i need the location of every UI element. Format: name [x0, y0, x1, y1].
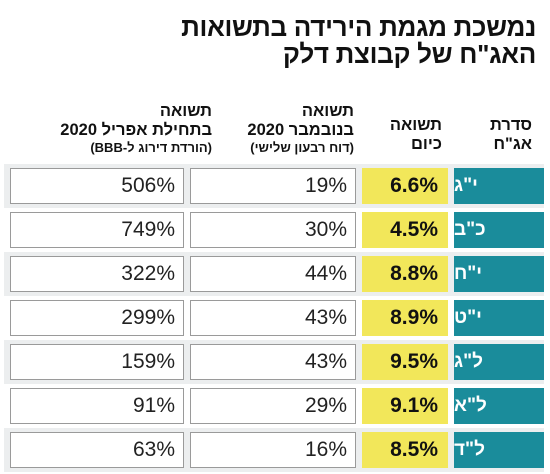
- table-row: י"ג 6.6% 19% 506%: [4, 164, 544, 208]
- table-header: סדרת אג"ח תשואה כיום תשואה בנובמבר 2020 …: [0, 92, 550, 164]
- today-yield-cell: 9.1%: [362, 388, 448, 424]
- today-yield-cell: 8.8%: [362, 256, 448, 292]
- table-row: י"ט 8.9% 43% 299%: [4, 296, 544, 340]
- today-yield-cell: 4.5%: [362, 212, 448, 248]
- title-line-2: האג"ח של קבוצת דלק: [282, 39, 536, 69]
- header-april-note: (הורדת דירוג ל-BBB): [90, 140, 212, 155]
- april-yield-cell: 749%: [10, 212, 184, 248]
- series-cell: ל"א: [454, 388, 544, 424]
- header-today: תשואה כיום: [362, 116, 442, 154]
- header-april: תשואה בתחילת אפריל 2020 (הורדת דירוג ל-B…: [16, 102, 212, 156]
- header-series-line-2: אג"ח: [493, 135, 532, 153]
- november-yield-cell: 43%: [190, 300, 356, 336]
- april-yield-cell: 322%: [10, 256, 184, 292]
- series-cell: כ"ב: [454, 212, 544, 248]
- series-cell: י"ג: [454, 168, 544, 204]
- header-november-note: (דוח רבעון שלישי): [250, 140, 354, 155]
- title-line-1: נמשכת מגמת הירידה בתשואות: [181, 12, 536, 42]
- header-today-line-2: כיום: [411, 135, 442, 153]
- april-yield-cell: 63%: [10, 432, 184, 468]
- april-yield-cell: 159%: [10, 344, 184, 380]
- series-cell: ל"ד: [454, 432, 544, 468]
- april-yield-cell: 506%: [10, 168, 184, 204]
- november-yield-cell: 16%: [190, 432, 356, 468]
- april-yield-cell: 299%: [10, 300, 184, 336]
- header-november-line-1: תשואה: [301, 102, 354, 120]
- november-yield-cell: 19%: [190, 168, 356, 204]
- table-row: י"ח 8.8% 44% 322%: [4, 252, 544, 296]
- header-april-line-2: בתחילת אפריל 2020: [60, 121, 212, 139]
- november-yield-cell: 29%: [190, 388, 356, 424]
- header-today-line-1: תשואה: [389, 116, 442, 134]
- november-yield-cell: 44%: [190, 256, 356, 292]
- header-april-line-1: תשואה: [159, 102, 212, 120]
- header-november: תשואה בנובמבר 2020 (דוח רבעון שלישי): [194, 102, 354, 156]
- table-row: ל"ד 8.5% 16% 63%: [4, 428, 544, 472]
- today-yield-cell: 9.5%: [362, 344, 448, 380]
- page-title: נמשכת מגמת הירידה בתשואות האג"ח של קבוצת…: [16, 14, 536, 68]
- table-row: ל"א 9.1% 29% 91%: [4, 384, 544, 428]
- november-yield-cell: 30%: [190, 212, 356, 248]
- today-yield-cell: 6.6%: [362, 168, 448, 204]
- series-cell: ל"ג: [454, 344, 544, 380]
- series-cell: י"ט: [454, 300, 544, 336]
- header-series: סדרת אג"ח: [452, 116, 532, 154]
- april-yield-cell: 91%: [10, 388, 184, 424]
- table-row: ל"ג 9.5% 43% 159%: [4, 340, 544, 384]
- november-yield-cell: 43%: [190, 344, 356, 380]
- series-cell: י"ח: [454, 256, 544, 292]
- today-yield-cell: 8.5%: [362, 432, 448, 468]
- table-row: כ"ב 4.5% 30% 749%: [4, 208, 544, 252]
- header-series-line-1: סדרת: [490, 116, 532, 134]
- header-november-line-2: בנובמבר 2020: [247, 121, 354, 139]
- today-yield-cell: 8.9%: [362, 300, 448, 336]
